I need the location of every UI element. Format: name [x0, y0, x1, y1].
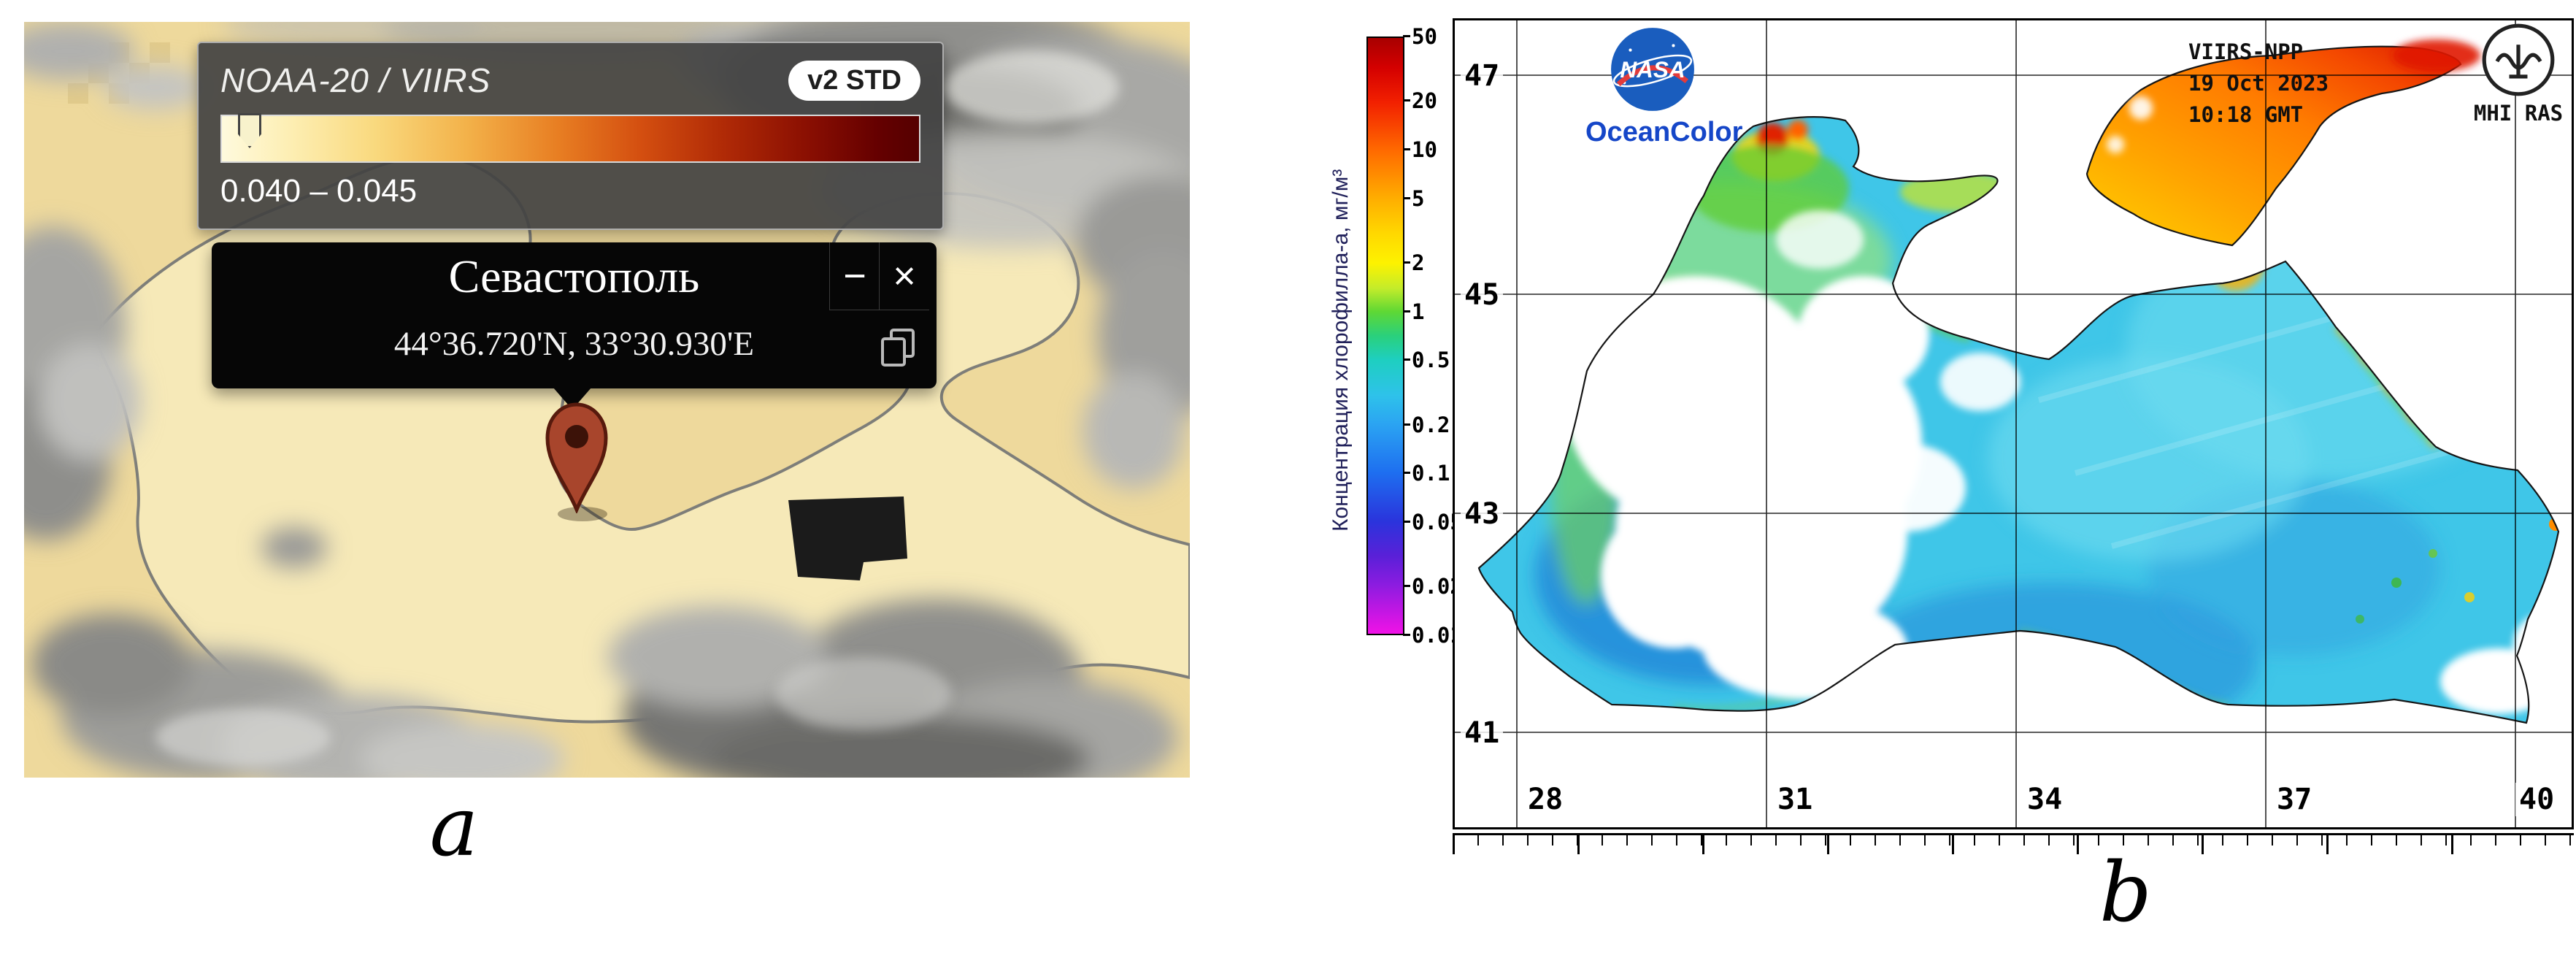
data-annotation: VIIRS-NPP 19 Oct 2023 10:18 GMT [2188, 37, 2364, 131]
colorbar [1366, 37, 1404, 635]
lat-label: 43 [1461, 497, 1504, 531]
mhi-ras-logo-icon [2482, 23, 2555, 96]
color-scale-bar[interactable] [220, 113, 920, 163]
layer-title: NOAA-20 / VIIRS [220, 61, 491, 99]
minimize-button[interactable]: − [829, 242, 880, 310]
lat-label: 45 [1461, 278, 1504, 312]
lat-label: 41 [1461, 716, 1504, 750]
layer-info-panel: NOAA-20 / VIIRS v2 STD 0.040 – 0.045 [197, 42, 944, 230]
lon-label: 37 [2273, 783, 2316, 816]
lat-label: 47 [1461, 59, 1504, 93]
colorbar-tick: 0.1 [1403, 459, 1463, 487]
panel-a-label: a [429, 780, 479, 875]
colorbar-tick: 50 [1403, 23, 1463, 50]
mhi-ras-label: MHI RAS [2473, 101, 2564, 126]
panel-b-label: b [2099, 845, 2152, 940]
scale-ruler [1453, 833, 2574, 856]
location-popup: Севастополь − × 44°36.720'N, 33°30.930'E [212, 242, 937, 410]
colorbar-tick: 0.5 [1403, 346, 1463, 374]
colorbar-tick: 10 [1403, 136, 1463, 164]
copy-icon[interactable] [881, 329, 915, 368]
color-scale-handle[interactable] [238, 113, 261, 148]
annotation-date: 19 Oct 2023 [2188, 71, 2329, 96]
version-badge[interactable]: v2 STD [788, 60, 920, 101]
colorbar-axis-label: Концентрация хлорофилла-а, мг/м³ [1329, 169, 1353, 532]
lon-label: 31 [1774, 783, 1817, 816]
oceancolor-label: OceanColor [1585, 117, 1743, 147]
popup-coordinates: 44°36.720'N, 33°30.930'E [393, 325, 755, 363]
nasa-logo-icon: NASA [1611, 28, 1694, 111]
layer-value-range: 0.040 – 0.045 [220, 173, 418, 209]
colorbar-tick: 1 [1403, 298, 1463, 326]
colorbar-tick: 2 [1403, 249, 1463, 277]
lon-label: 40 [2515, 783, 2558, 816]
nasa-logo-text: NASA [1620, 56, 1685, 83]
lon-label: 28 [1524, 783, 1567, 816]
annotation-sensor: VIIRS-NPP [2188, 39, 2304, 64]
chlorophyll-map-graphic [1455, 20, 2572, 827]
map-frame: 47 45 43 41 28 31 34 37 40 [1453, 18, 2574, 829]
close-button[interactable]: × [879, 242, 929, 310]
annotation-time: 10:18 GMT [2188, 102, 2304, 127]
panel-b-figure: Концентрация хлорофилла-а, мг/м³ 50 20 1… [1329, 15, 2576, 876]
map-pin-icon[interactable] [540, 400, 613, 513]
colorbar-tick: 0.2 [1403, 411, 1463, 439]
colorbar-tick: 5 [1403, 185, 1463, 212]
colorbar-tick: 20 [1403, 87, 1463, 115]
popup-title: Севастополь [448, 250, 700, 302]
panel-a-map[interactable]: NOAA-20 / VIIRS v2 STD 0.040 – 0.045 Сев… [24, 22, 1190, 778]
lon-label: 34 [2023, 783, 2066, 816]
